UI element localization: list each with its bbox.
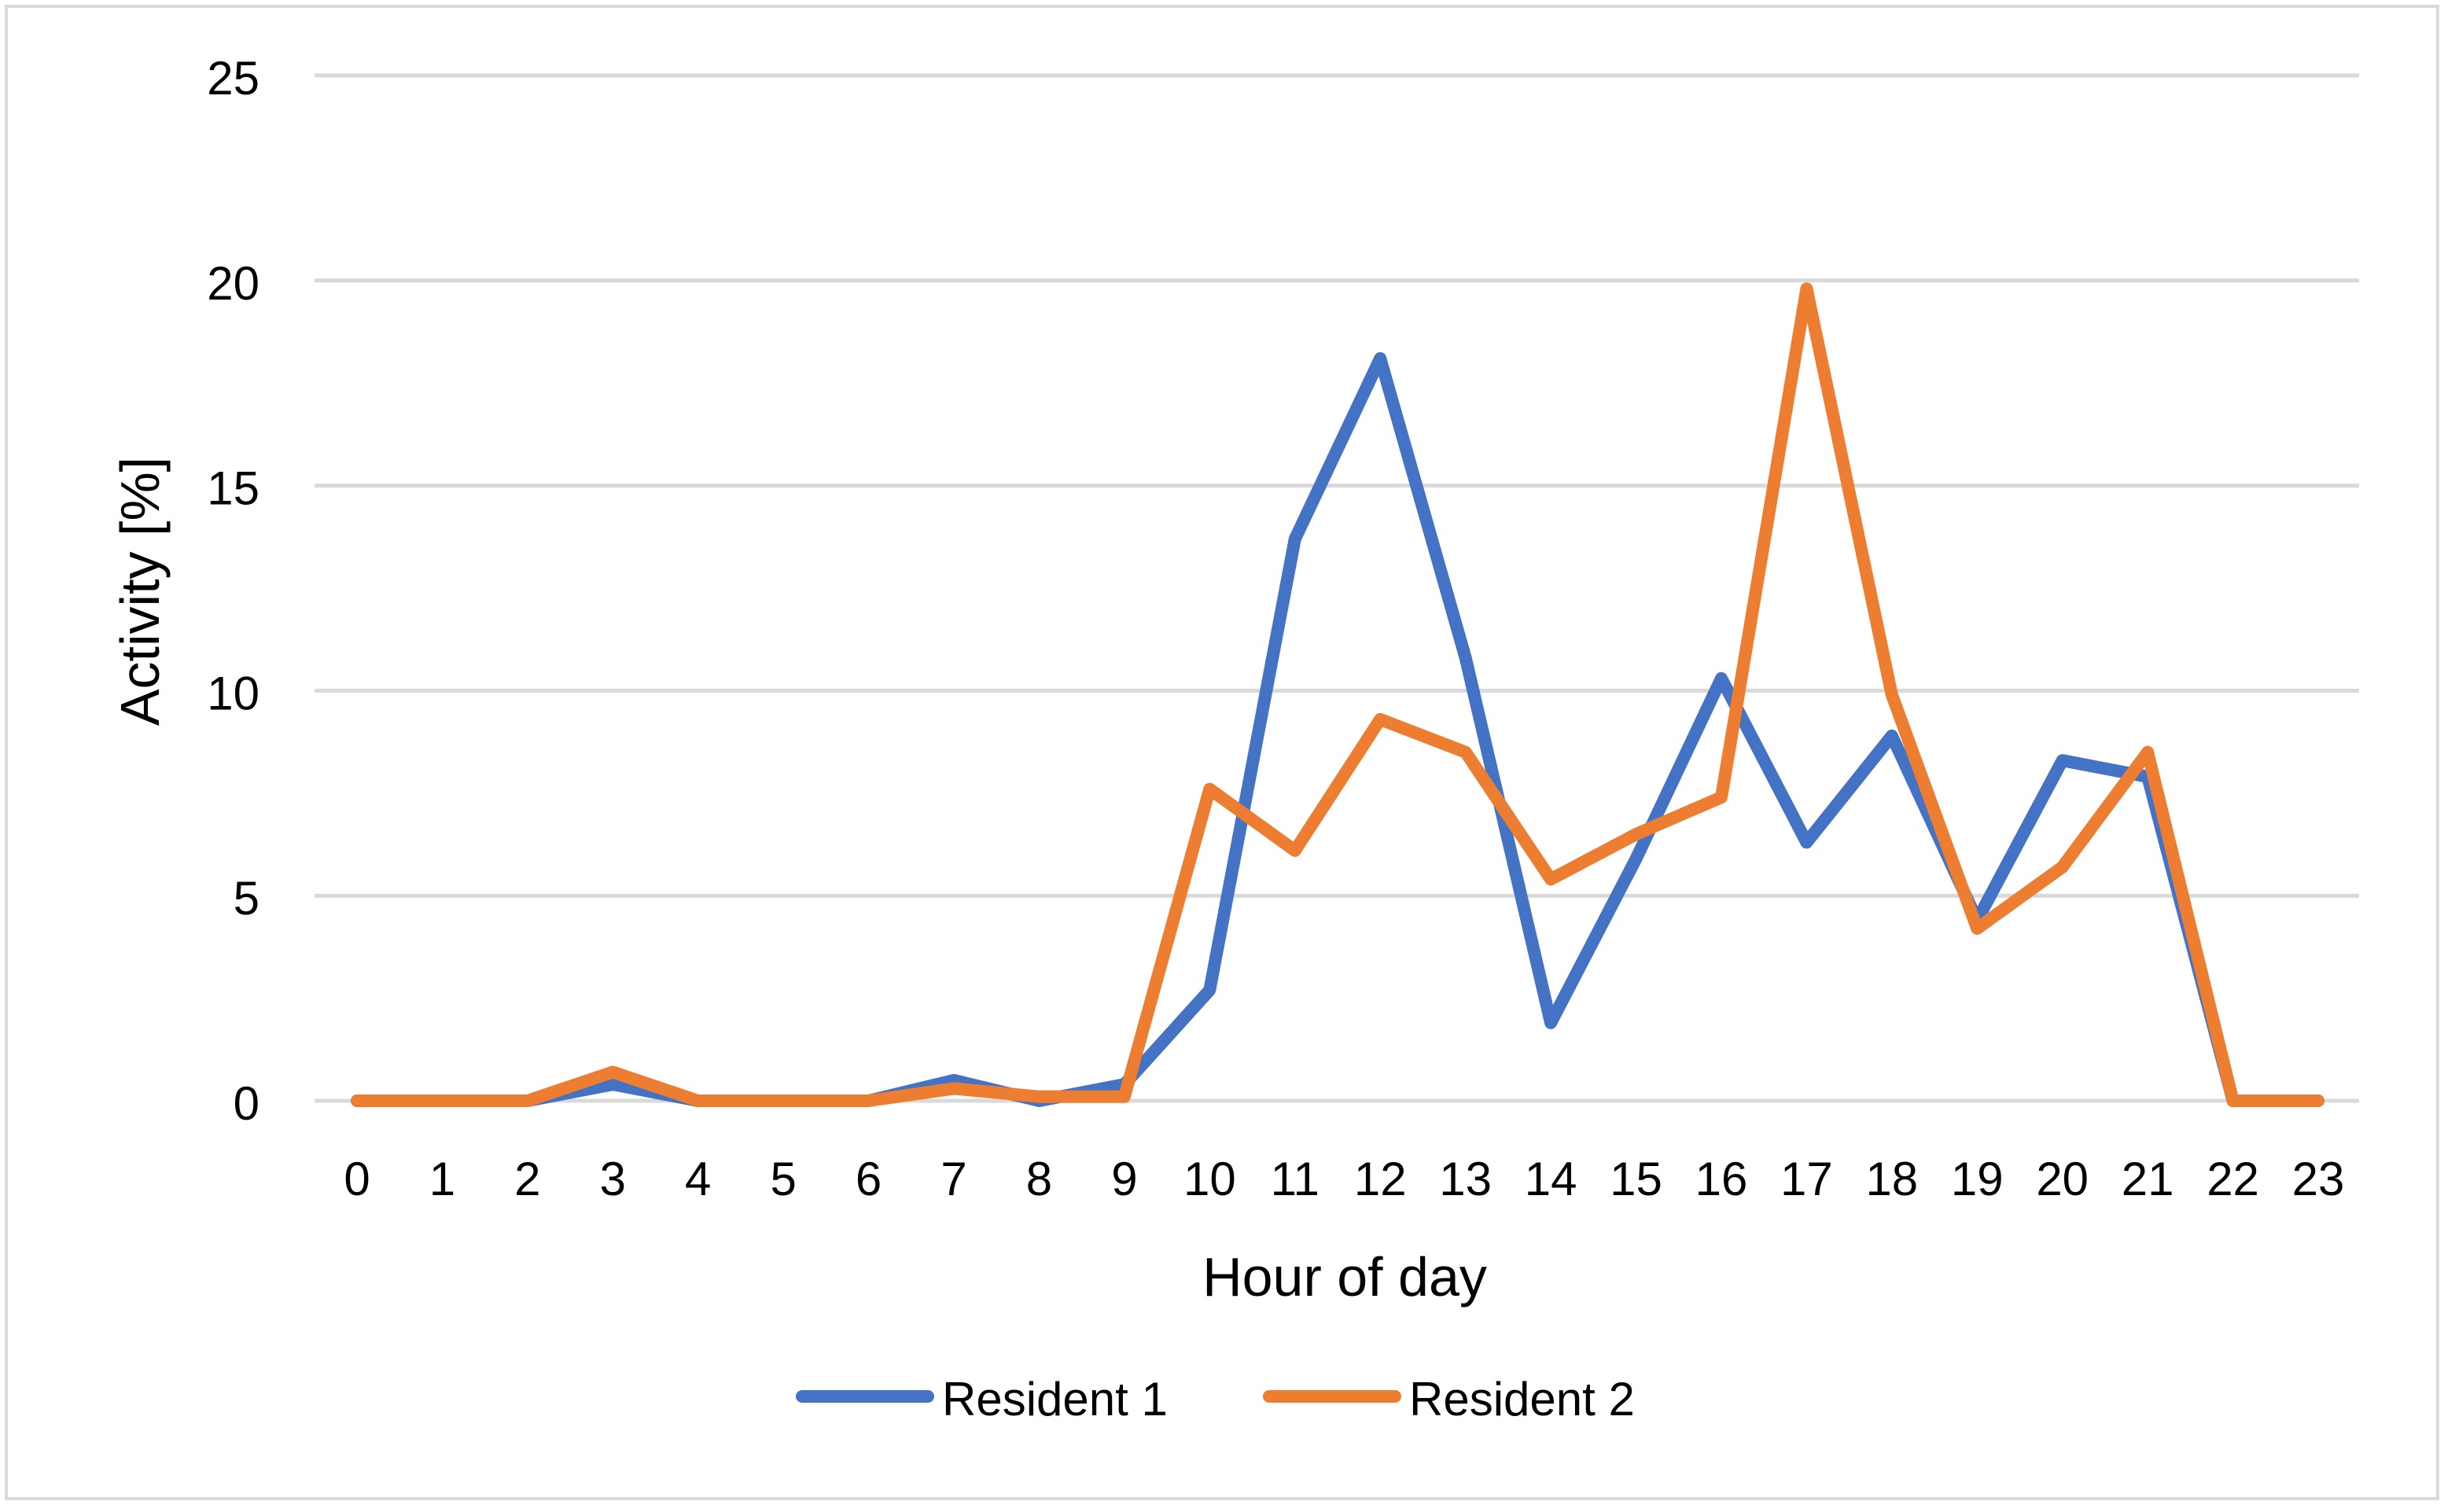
y-axis-tick-labels: 0 5 10 15 20 25 <box>207 52 259 1130</box>
x-tick-label: 8 <box>1026 1153 1052 1205</box>
y-tick-label: 5 <box>234 872 259 925</box>
x-tick-label: 7 <box>940 1153 966 1205</box>
x-tick-label: 2 <box>514 1153 540 1205</box>
x-tick-label: 11 <box>1271 1153 1320 1205</box>
x-tick-label: 14 <box>1525 1153 1577 1205</box>
x-tick-label: 13 <box>1439 1153 1492 1205</box>
x-tick-label: 5 <box>770 1153 796 1205</box>
y-tick-label: 25 <box>207 52 259 105</box>
x-tick-label: 20 <box>2036 1153 2089 1205</box>
x-tick-label: 9 <box>1111 1153 1137 1205</box>
x-axis-tick-labels: 0 1 2 3 4 5 6 7 8 9 10 11 12 13 14 15 16 17 18 19 20 21 22 23 <box>344 1153 2344 1205</box>
y-tick-label: 0 <box>234 1077 259 1130</box>
y-tick-label: 15 <box>207 462 259 515</box>
x-tick-label: 12 <box>1354 1153 1407 1205</box>
x-tick-label: 15 <box>1610 1153 1662 1205</box>
legend: Resident 1 Resident 2 <box>796 1373 1635 1426</box>
x-tick-label: 6 <box>856 1153 882 1205</box>
series-line-2 <box>351 282 2324 1107</box>
x-tick-label: 16 <box>1695 1153 1748 1205</box>
chart-border <box>5 5 2439 1500</box>
x-tick-label: 17 <box>1780 1153 1833 1205</box>
x-tick-label: 19 <box>1951 1153 2004 1205</box>
x-axis-label: Hour of day <box>1202 1246 1487 1308</box>
x-tick-label: 0 <box>344 1153 370 1205</box>
x-tick-label: 21 <box>2122 1153 2174 1205</box>
x-tick-label: 23 <box>2292 1153 2345 1205</box>
legend-item: Resident 2 <box>1263 1373 1635 1426</box>
legend-item: Resident 1 <box>796 1373 1168 1426</box>
y-tick-label: 10 <box>207 667 259 719</box>
legend-label: Resident 2 <box>1409 1373 1635 1426</box>
x-tick-label: 18 <box>1865 1153 1918 1205</box>
x-tick-label: 4 <box>685 1153 711 1205</box>
x-tick-label: 10 <box>1183 1153 1236 1205</box>
legend-label: Resident 1 <box>942 1373 1168 1426</box>
y-axis-label: Activity [%] <box>109 457 171 726</box>
y-tick-label: 20 <box>207 257 259 310</box>
x-tick-label: 22 <box>2207 1153 2259 1205</box>
x-tick-label: 3 <box>600 1153 626 1205</box>
series-lines <box>351 282 2324 1107</box>
x-tick-label: 1 <box>429 1153 455 1205</box>
